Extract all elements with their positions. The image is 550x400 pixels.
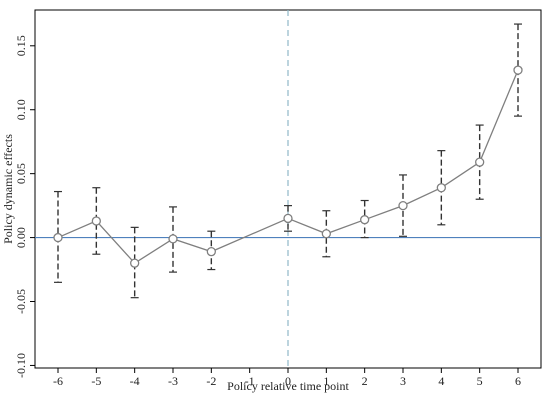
data-point: [360, 215, 370, 225]
x-tick-label: 4: [438, 374, 444, 388]
x-tick-label: -1: [245, 374, 255, 388]
series-line: [57, 69, 519, 264]
reference-lines: [35, 10, 541, 368]
data-point: [53, 232, 63, 243]
x-tick-label: -5: [91, 374, 101, 388]
x-tick-label: -4: [130, 374, 140, 388]
ci-bar: [130, 226, 139, 299]
x-tick-label: 2: [362, 374, 368, 388]
y-tick-label: -0.10: [14, 353, 28, 378]
x-tick-label: -3: [168, 374, 178, 388]
data-point: [513, 65, 523, 75]
data-point: [321, 229, 331, 239]
data-point: [283, 213, 293, 224]
data-point: [475, 157, 485, 167]
x-tick-label: -2: [206, 374, 216, 388]
x-tick-label: 3: [400, 374, 406, 388]
series-polyline: [57, 69, 519, 264]
y-tick-label: 0.10: [14, 99, 28, 120]
data-point: [91, 216, 101, 226]
data-point: [168, 234, 178, 244]
x-tick-label: 6: [515, 374, 521, 388]
y-axis-title: Policy dynamic effects: [1, 134, 15, 244]
ci-bar: [92, 187, 101, 255]
x-tick-label: -6: [53, 374, 63, 388]
data-point: [206, 246, 216, 257]
x-tick-label: 1: [323, 374, 329, 388]
x-tick-label: 5: [477, 374, 483, 388]
y-tick-label: 0.05: [14, 163, 28, 184]
data-point: [398, 200, 408, 211]
y-tick-label: 0.00: [14, 227, 28, 248]
data-points: [53, 65, 523, 268]
x-axis: -6 -5 -4 -3 -2 -1 0 1 2 3 4 5 6: [53, 368, 521, 388]
x-axis-title: Policy relative time point: [227, 379, 349, 393]
y-tick-label: -0.05: [14, 289, 28, 314]
y-axis: -0.10 -0.05 0.00 0.05 0.10 0.15: [14, 35, 35, 378]
x-tick-label: 0: [285, 374, 291, 388]
data-point: [436, 183, 446, 193]
data-point: [130, 258, 140, 268]
y-tick-label: 0.15: [14, 35, 28, 56]
